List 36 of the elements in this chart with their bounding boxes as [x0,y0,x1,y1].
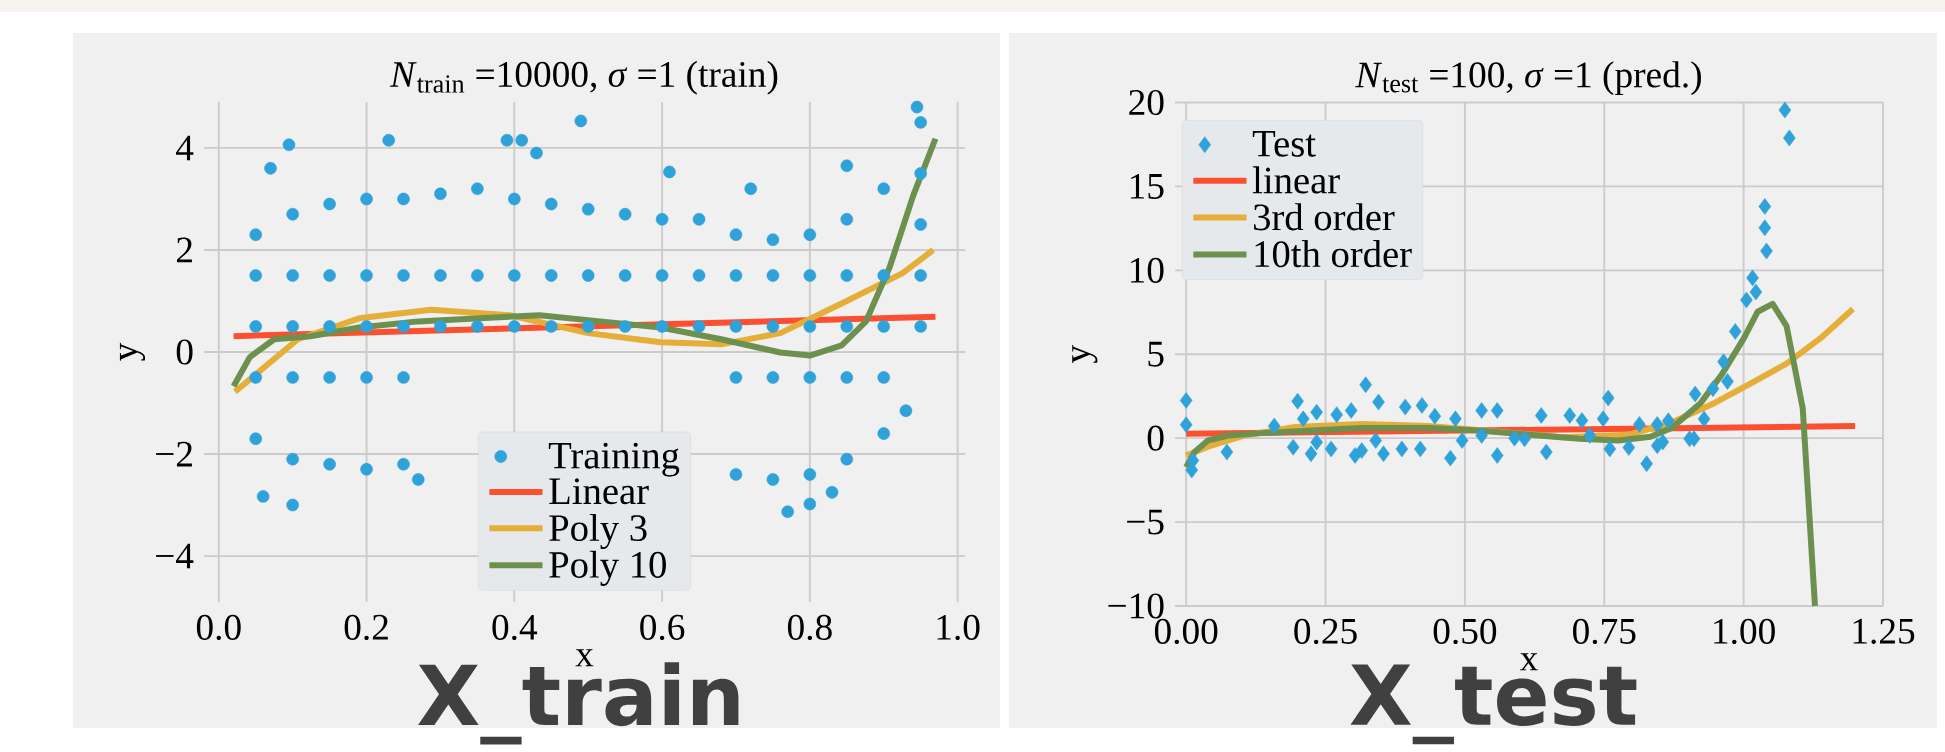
y-axis-title: y [1072,345,1098,364]
legend-label: Linear [549,478,649,505]
x-tick-label: 0.6 [640,614,685,641]
legend-label: linear [1252,166,1340,194]
x-tick-label: 0.4 [492,614,538,641]
x-tick-label: 0.00 [1154,618,1218,645]
y-axis-title: y [119,342,146,361]
chart-title: N$_{train}$ =10000, σ =1 (train) [389,60,778,95]
y-tick-label: −2 [156,441,192,467]
y-tick-label: −5 [1127,509,1164,535]
y-tick-label: 20 [1129,89,1164,116]
y-tick-label: 10 [1130,257,1164,283]
x-tick-label: 1.25 [1853,618,1915,644]
y-tick-label: 5 [1148,341,1164,367]
chart-title: N$_{test}$ =100, σ =1 (pred.) [1355,61,1701,96]
y-tick-label: 0 [176,339,193,365]
x-tick-label: 0.2 [344,614,388,641]
y-tick-label: 0 [1147,425,1164,451]
legend-label: 3rd order [1253,203,1395,231]
y-tick-label: −10 [1108,593,1164,619]
legend-label: Poly 10 [549,550,666,586]
x-tick-label: 1.0 [937,614,980,641]
x-tick-label: 0.25 [1294,618,1357,645]
x-tick-label: 0.8 [787,614,832,641]
y-tick-label: 2 [176,237,192,263]
x-tick-label: 0.0 [196,614,241,641]
legend-label: Training [548,442,680,477]
x-tick-label: 0.75 [1573,618,1636,645]
y-tick-label: 4 [176,135,194,161]
legend-label: 10th order [1255,240,1412,268]
x-tick-label: 1.00 [1714,618,1775,645]
x-tick-label: 0.50 [1433,618,1497,645]
y-tick-label: −4 [156,543,194,569]
legend-label: Poly 3 [549,513,647,550]
y-tick-label: 15 [1130,173,1164,199]
legend-label: Test [1252,131,1316,157]
